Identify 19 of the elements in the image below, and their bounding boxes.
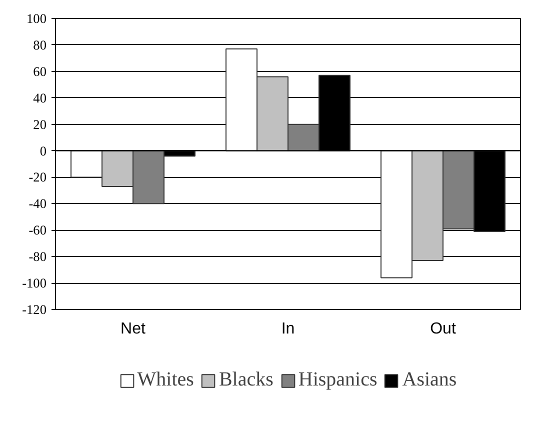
y-tick-label: 20 [33,116,47,132]
x-tick-label: In [281,320,295,338]
legend-label: Whites [137,368,194,392]
y-tick-label: 60 [33,64,47,79]
y-tick-label: 100 [26,11,47,26]
y-tick-label: -120 [22,302,47,317]
y-tick-label: 80 [33,37,47,52]
legend-label: Hispanics [298,368,378,392]
y-tick-label: -40 [28,196,47,212]
x-tick-label: Out [430,320,456,338]
y-tick-label: 0 [40,143,47,158]
y-tick-label: -80 [28,249,47,264]
legend-label: Blacks [218,368,274,392]
y-tick-label: -60 [28,222,47,238]
legend-label: Asians [402,368,457,392]
y-tick-label: -100 [22,276,47,291]
y-tick-label: -20 [28,170,47,185]
x-tick-label: Net [120,320,146,338]
y-tick-label: 40 [33,90,47,106]
